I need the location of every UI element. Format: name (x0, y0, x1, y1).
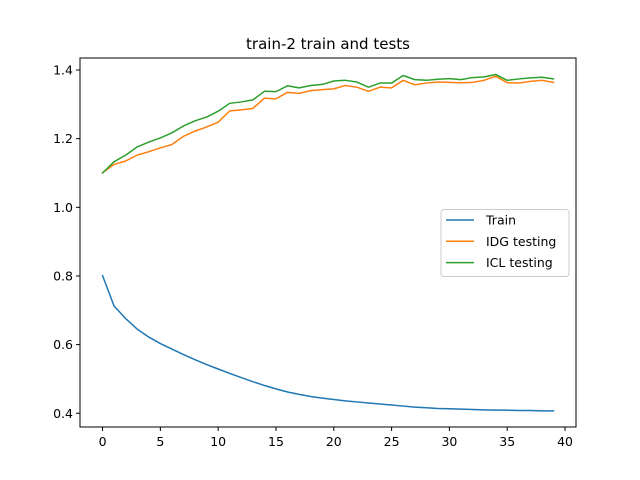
y-tick-label: 0.4 (53, 406, 73, 421)
plot-lines (101, 73, 555, 412)
legend-label: IDG testing (486, 234, 556, 249)
y-tick-label: 0.6 (53, 337, 73, 352)
chart-title: train-2 train and tests (246, 35, 410, 53)
series-line-1 (101, 75, 555, 174)
y-tick-label: 1.2 (53, 131, 73, 146)
y-tick-label: 0.8 (53, 268, 73, 283)
x-tick-label: 10 (210, 434, 226, 449)
plot-frame (79, 57, 577, 428)
legend-label: ICL testing (486, 255, 553, 270)
x-axis: 0 5 10 15 20 25 30 35 40 (99, 427, 573, 449)
y-tick-label: 1.0 (53, 200, 73, 215)
x-tick-label: 20 (326, 434, 342, 449)
series-line-0 (101, 274, 555, 412)
x-tick-label: 35 (499, 434, 515, 449)
x-tick-label: 25 (384, 434, 400, 449)
x-tick-label: 5 (156, 434, 164, 449)
legend: Train IDG testing ICL testing (440, 209, 570, 277)
x-tick-label: 30 (441, 434, 457, 449)
legend-label: Train (485, 213, 516, 228)
y-axis: 0.4 0.6 0.8 1.0 1.2 1.4 (53, 63, 80, 421)
x-tick-label: 40 (557, 434, 573, 449)
legend-box (440, 209, 570, 277)
x-tick-label: 0 (99, 434, 107, 449)
x-tick-label: 15 (268, 434, 284, 449)
series-line-2 (101, 73, 555, 175)
y-tick-label: 1.4 (53, 63, 73, 78)
